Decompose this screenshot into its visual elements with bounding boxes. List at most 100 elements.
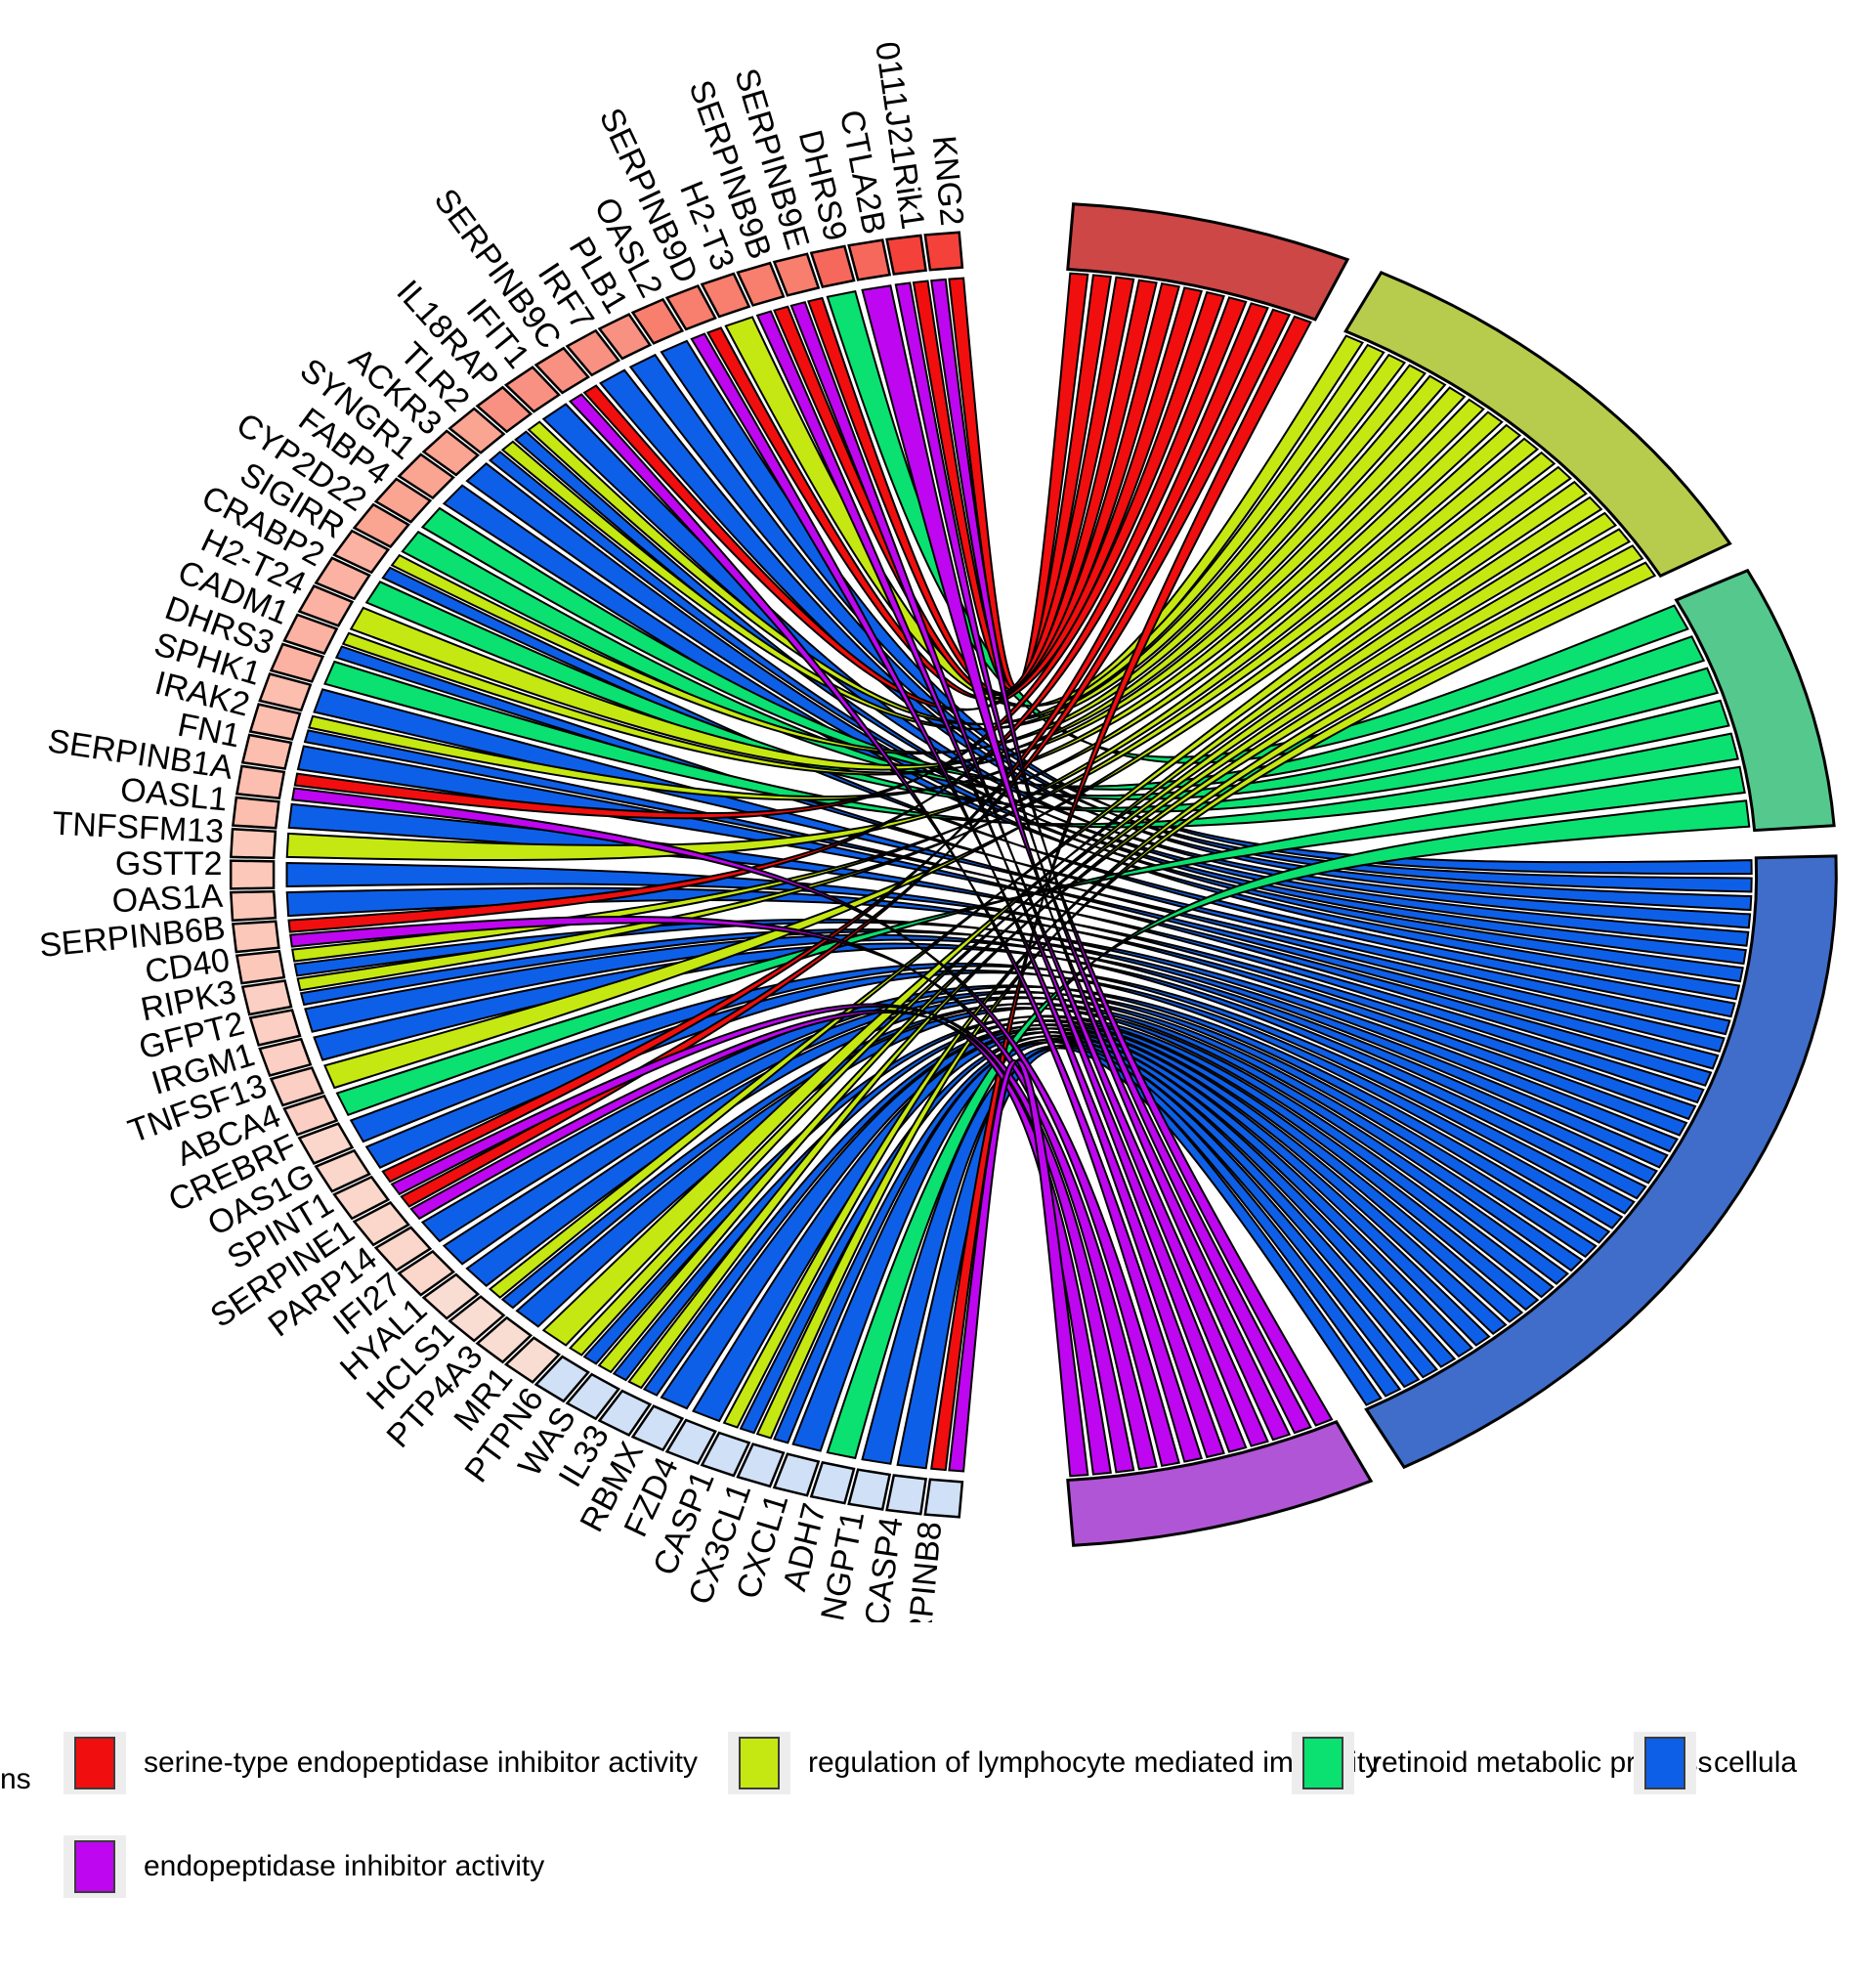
gene-logfc-square: [565, 328, 621, 377]
chord-ribbon: [755, 310, 1248, 1453]
go-term-arcs: [1066, 202, 1838, 1547]
gene-logfc-square: [923, 1478, 964, 1519]
chord-ribbon: [894, 281, 1312, 1435]
chord-ribbon: [364, 969, 1624, 1229]
chord-ribbon: [582, 1014, 1540, 1365]
chord-ribbon: [500, 353, 1407, 731]
chord-ribbon: [582, 286, 1203, 711]
chord-ribbon: [401, 531, 1720, 800]
gene-logfc-square: [809, 244, 856, 289]
chord-ribbon: [334, 645, 1731, 1036]
chord-ribbon: [642, 1023, 1508, 1397]
gene-logfc-square: [475, 1315, 533, 1364]
chord-ribbon: [568, 393, 1203, 1463]
gene-logfc-square: [282, 613, 339, 656]
legend-swatch: [739, 1737, 780, 1789]
gene-logfc-square: [397, 452, 455, 500]
gene-label: KNG2: [925, 134, 971, 228]
gene-logfc-square: [269, 1066, 325, 1107]
chord-ribbon: [289, 916, 1158, 1471]
chord-ribbon: [381, 302, 1269, 1184]
chord-ribbon: [285, 886, 1688, 1137]
chord-ribbon: [773, 1038, 1438, 1444]
legend-key: [1634, 1732, 1696, 1794]
gene-logfc-square: [664, 283, 717, 331]
gene-logfc-square: [448, 407, 506, 454]
chord-ribbon: [285, 410, 1504, 862]
legend-item-4: endopeptidase inhibitor activity: [64, 1835, 544, 1898]
chord-ribbon: [488, 451, 1747, 966]
gene-logfc-square: [533, 1355, 591, 1403]
chord-ribbon: [341, 386, 1467, 776]
chord-ribbon: [773, 279, 1158, 697]
gene-logfc-square: [736, 1443, 786, 1488]
chord-ribbon: [293, 290, 1225, 820]
gene-logfc-square: [352, 502, 411, 549]
gene-logfc-square: [332, 1175, 391, 1221]
chord-ribbon: [948, 1058, 1089, 1478]
legend-swatch: [74, 1737, 115, 1789]
chord-ribbon: [308, 398, 1485, 801]
legend-swatch: [1644, 1737, 1685, 1789]
gene-logfc-square: [772, 1452, 821, 1497]
gene-logfc-square: [248, 703, 302, 741]
legend-item-label: serine-type endopeptidase inhibitor acti…: [144, 1746, 698, 1779]
gene-logfc-square: [282, 1094, 339, 1137]
legend: ns serine-type endopeptidase inhibitor a…: [0, 1728, 1876, 1982]
go-term-arc: [1674, 568, 1836, 833]
gene-logfc-square: [373, 1226, 433, 1272]
chord-ribbon: [349, 374, 1447, 771]
gene-logfc-square: [421, 429, 481, 477]
gene-logfc-square: [234, 764, 286, 800]
chord-ribbon: [755, 561, 1657, 1440]
chord-ribbon: [789, 301, 1269, 1447]
gene-label: TNFSFM13: [52, 805, 225, 851]
gene-logfc-square: [700, 1431, 751, 1478]
gene-logfc-square: [232, 796, 280, 830]
chord-ribbon: [791, 1040, 1421, 1452]
chord-ribbon: [806, 276, 1135, 695]
legend-swatch: [1302, 1737, 1343, 1789]
go-term-arc: [1343, 271, 1732, 579]
gene-logfc-square: [847, 238, 892, 281]
go-term-arc: [1066, 1420, 1374, 1547]
gene-logfc-square: [533, 346, 591, 395]
gene-logfc-square: [332, 529, 391, 575]
gene-logfc-square: [847, 1468, 892, 1511]
gene-logfc-square: [809, 1460, 856, 1505]
chord-ribbon: [349, 962, 1636, 1215]
chord-ribbon: [690, 332, 1225, 1459]
gene-label: OAS1A: [111, 878, 224, 921]
gene-logfc-square: [475, 385, 533, 434]
chord-ribbon: [390, 364, 1427, 755]
chord-ribbon: [291, 787, 1180, 1467]
chord-ribbon: [627, 528, 1632, 1390]
chord-ribbon: [568, 496, 1603, 1357]
gene-logfc-square: [503, 1336, 562, 1384]
chord-ribbon: [442, 990, 1598, 1266]
gene-logfc-square: [421, 1272, 481, 1320]
gene-logfc-square: [597, 313, 653, 361]
gene-logfc-square: [736, 261, 786, 307]
legend-item-label: regulation of lymphocyte mediated immuni…: [808, 1746, 1381, 1779]
chord-ribbon: [527, 343, 1386, 726]
legend-title-fragment: ns: [0, 1763, 31, 1795]
chord-ribbon: [291, 423, 1522, 963]
gene-logfc-square: [630, 297, 685, 345]
chord-diagram: KNG20111J21Rik1CTLA2BDHRS9SERPINB9ESERPI…: [38, 39, 1838, 1687]
gene-logfc-square: [297, 1122, 355, 1165]
chord-diagram-canvas: KNG2 0111J21Rik1 CTLA2B DHRS9 SERPINB9E SERPI…: [38, 39, 1838, 1687]
gene-logfc-square: [314, 1148, 371, 1193]
gene-logfc-square: [234, 949, 286, 985]
gene-logfc-square: [258, 671, 313, 712]
gene-logfc-square: [923, 231, 964, 272]
legend-key: [64, 1835, 126, 1898]
chord-ribbon: [323, 451, 1556, 1090]
gene-logfc-square: [269, 642, 325, 683]
legend-key: [1292, 1732, 1354, 1794]
gene-logfc-square: [229, 859, 276, 890]
gene-logfc-square: [258, 1037, 313, 1078]
gene-logfc-square: [885, 1474, 928, 1516]
gene-logfc-square: [352, 1200, 411, 1247]
gene-logfc-square: [597, 1389, 653, 1437]
